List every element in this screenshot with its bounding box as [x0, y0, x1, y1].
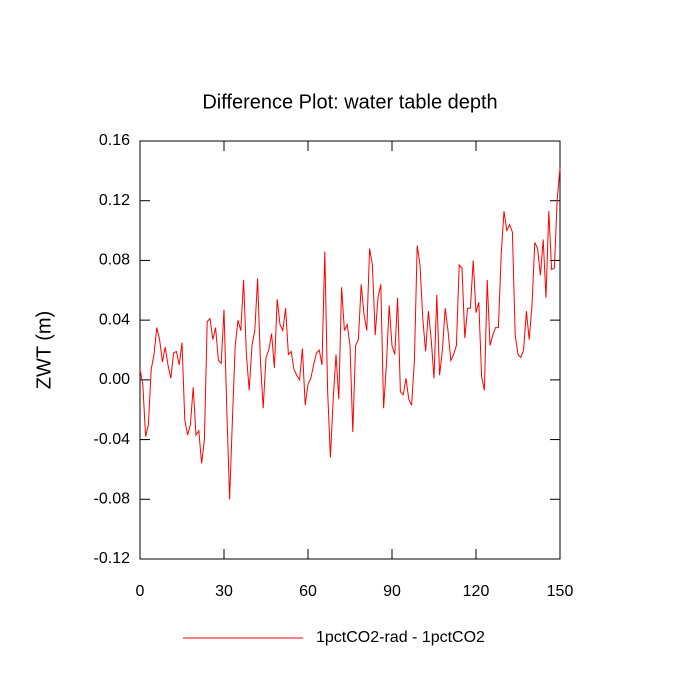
x-tick-label: 0: [136, 583, 145, 600]
chart-title: Difference Plot: water table depth: [202, 91, 497, 113]
y-tick-label: -0.04: [94, 431, 131, 448]
x-tick-label: 120: [463, 583, 490, 600]
y-tick-label: 0.08: [99, 252, 130, 269]
y-axis-label: ZWT (m): [33, 311, 55, 390]
data-line: [139, 167, 561, 500]
x-tick-label: 90: [383, 583, 401, 600]
y-tick-label: 0.12: [99, 192, 130, 209]
x-tick-label: 60: [299, 583, 317, 600]
y-tick-label: 0.00: [99, 371, 130, 388]
y-tick-label: 0.04: [99, 311, 130, 328]
plot-frame: [139, 140, 561, 560]
y-tick-label: -0.08: [94, 491, 131, 508]
x-tick-label: 30: [215, 583, 233, 600]
y-tick-label: 0.16: [99, 132, 130, 149]
y-tick-label: -0.12: [94, 550, 131, 567]
legend-label: 1pctCO2-rad - 1pctCO2: [316, 629, 485, 646]
x-tick-label: 150: [547, 583, 574, 600]
